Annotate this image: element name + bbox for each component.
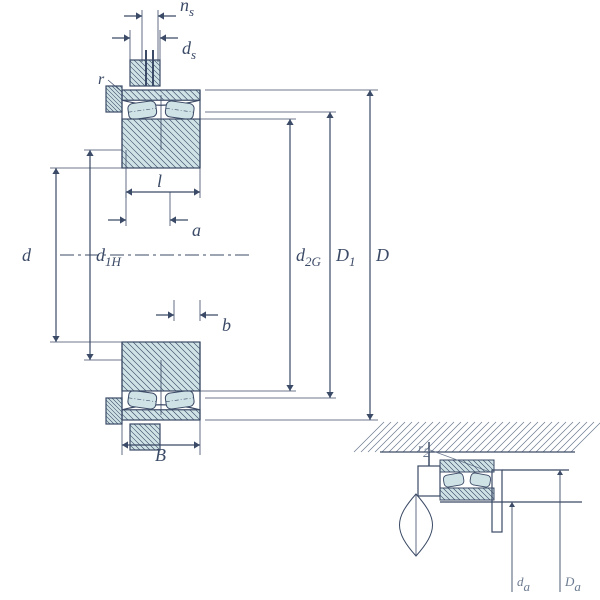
svg-text:a: a	[192, 220, 201, 240]
svg-text:d1H: d1H	[96, 245, 122, 269]
svg-text:Da: Da	[564, 574, 581, 594]
svg-text:D: D	[375, 245, 389, 265]
svg-text:r: r	[98, 71, 105, 88]
svg-text:D1: D1	[335, 245, 356, 269]
svg-text:b: b	[222, 315, 231, 335]
svg-text:l: l	[157, 171, 162, 191]
svg-text:B: B	[155, 445, 166, 465]
svg-text:ds: ds	[182, 38, 196, 62]
svg-text:ns: ns	[180, 0, 194, 19]
bearing-technical-drawing: DD1d2Gdd1HrBlabnsdsr2daDa	[0, 0, 600, 600]
mounting-inset	[354, 422, 600, 592]
svg-text:da: da	[517, 574, 531, 594]
svg-text:d: d	[22, 245, 32, 265]
svg-text:d2G: d2G	[296, 245, 322, 269]
